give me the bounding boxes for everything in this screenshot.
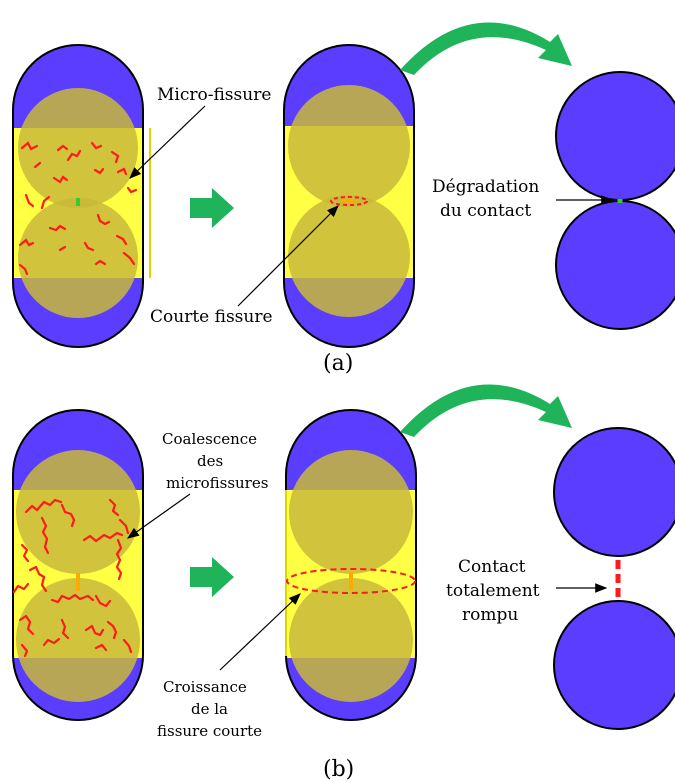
panel-label-b: (b) (323, 757, 354, 782)
panel-b: Coalescence des microfissures Croissance… (12, 384, 675, 782)
label-micro-crack: Micro-fissure (157, 85, 271, 105)
label-coalescence-1: Coalescence (162, 430, 257, 448)
overlap-upper (18, 88, 138, 208)
curved-arrow-a (400, 22, 572, 75)
growing-crack-ellipse (286, 568, 416, 594)
overlap-lower (18, 198, 138, 318)
label-growth-3: fissure courte (157, 722, 262, 740)
label-broken-3: rompu (462, 605, 518, 625)
coalesced-cracks (12, 498, 133, 658)
panel-a: Micro-fissure Courte fissure Dégradation… (12, 22, 675, 376)
short-crack-ellipse (330, 196, 368, 206)
assembly-degraded-contact (555, 71, 675, 330)
transition-arrow-a (190, 188, 234, 228)
label-short-crack: Courte fissure (150, 307, 273, 327)
label-coalescence-2: des (197, 452, 223, 470)
micro-cracks (18, 141, 138, 276)
assembly-micro-cracks (12, 44, 151, 348)
assembly-crack-growth (285, 409, 417, 721)
label-growth-2: de la (191, 700, 228, 718)
transition-arrow-b (190, 557, 234, 597)
label-broken-1: Contact (458, 557, 526, 577)
assembly-short-crack (283, 44, 415, 348)
label-coalescence-3: microfissures (166, 474, 268, 492)
assembly-broken-contact (553, 427, 675, 730)
assembly-coalescence (12, 409, 144, 721)
label-degradation-2: du contact (440, 201, 531, 221)
label-growth-1: Croissance (163, 678, 247, 696)
curved-arrow-b (400, 384, 572, 437)
label-degradation-1: Dégradation (432, 177, 539, 197)
panel-label-a: (a) (323, 351, 353, 376)
label-broken-2: totalement (446, 581, 540, 601)
